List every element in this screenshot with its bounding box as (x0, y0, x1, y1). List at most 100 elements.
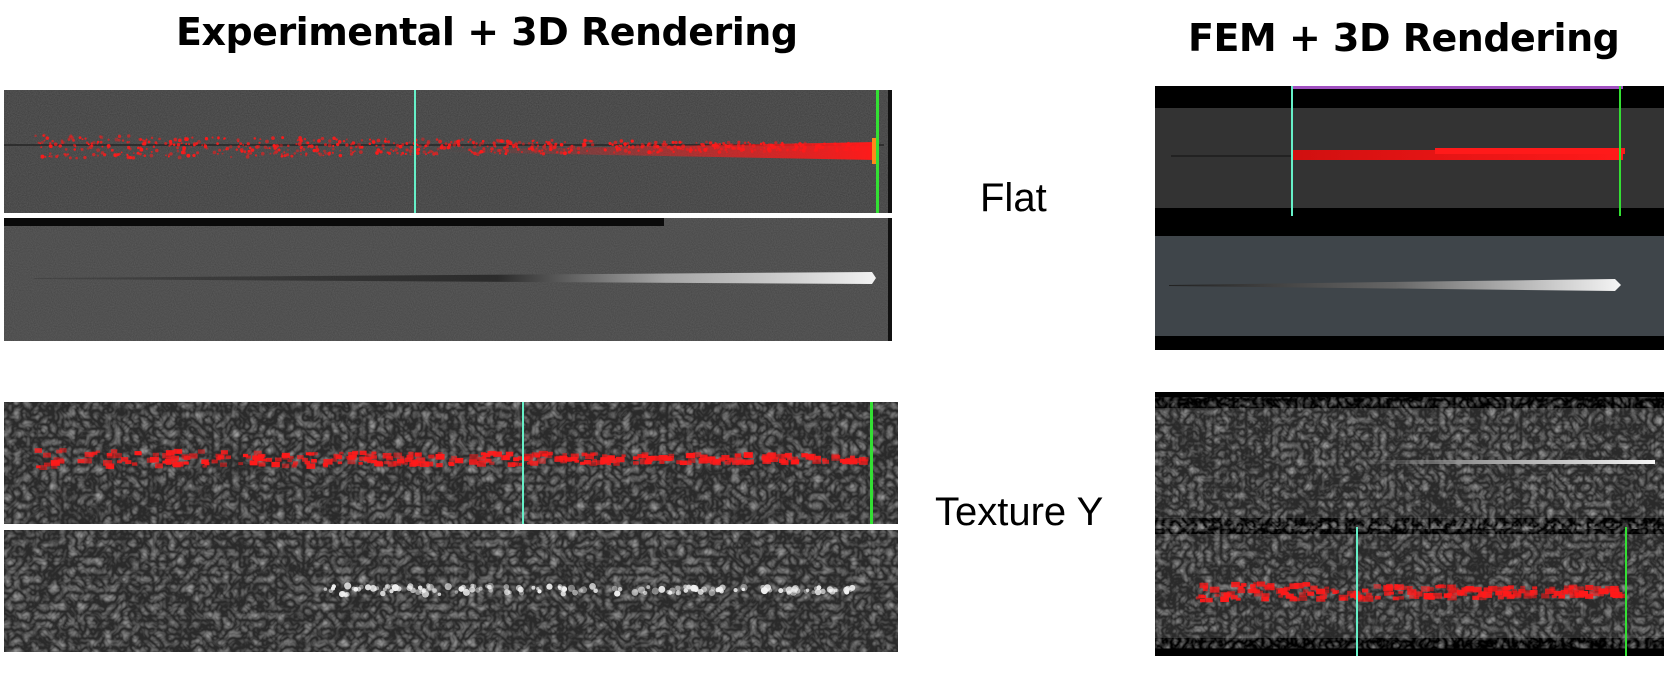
speckle (165, 154, 167, 157)
speckle (675, 585, 681, 591)
speckle (437, 452, 443, 456)
speckle (400, 153, 403, 156)
speckle (335, 138, 338, 141)
speckle (1231, 581, 1240, 588)
speckle (269, 152, 272, 155)
speckle (587, 139, 589, 142)
speckle (295, 142, 298, 146)
speckle (101, 145, 104, 148)
speckle (176, 142, 181, 147)
speckle (721, 455, 730, 461)
speckle (1426, 586, 1434, 592)
speckle (1392, 596, 1399, 601)
speckle (1401, 585, 1409, 590)
speckle (553, 145, 557, 149)
speckle (242, 144, 245, 146)
speckle (444, 583, 452, 591)
speckle (1289, 596, 1298, 602)
speckle (86, 147, 90, 150)
speckle (1395, 584, 1401, 588)
speckle (658, 585, 666, 593)
left-column-title: Experimental + 3D Rendering (176, 10, 798, 54)
speckle (338, 590, 346, 598)
speckle (515, 584, 523, 592)
speckle (408, 141, 411, 144)
speckle (401, 143, 405, 147)
speckle (524, 453, 534, 460)
speckle (714, 459, 721, 463)
speckle (678, 140, 682, 144)
speckle (332, 144, 335, 148)
speckle (626, 141, 630, 145)
speckle (265, 457, 273, 462)
speckle (371, 455, 377, 459)
speckle (416, 151, 420, 156)
speckle (277, 148, 281, 152)
speckle (1253, 590, 1264, 597)
speckle (778, 458, 786, 464)
speckle (581, 144, 585, 148)
speckle (90, 144, 94, 148)
speckle (527, 142, 531, 145)
speckle (554, 456, 564, 462)
speckle (34, 134, 37, 138)
speckle (376, 138, 381, 143)
speckle (1316, 588, 1326, 595)
speckle (330, 586, 336, 591)
speckle (67, 138, 71, 141)
speckle (1386, 583, 1393, 588)
speckle (1195, 596, 1201, 600)
speckle (438, 139, 443, 144)
speckle (202, 464, 208, 468)
speckle (574, 459, 580, 463)
speckle (1261, 596, 1269, 602)
speckle (1523, 593, 1532, 599)
speckle (288, 455, 294, 460)
speckle (120, 457, 129, 462)
speckle (43, 139, 46, 142)
speckle (619, 144, 623, 148)
speckle (1524, 590, 1535, 597)
speckle (389, 589, 394, 594)
speckle (323, 587, 328, 591)
speckle (110, 148, 114, 152)
speckle (275, 144, 279, 148)
speckle (218, 148, 222, 152)
speckle (427, 151, 430, 154)
speckle (92, 152, 96, 157)
speckle (245, 154, 250, 159)
speckle (1214, 593, 1220, 597)
speckle (371, 140, 376, 144)
speckle (90, 142, 93, 145)
fem-texture-image (1155, 392, 1664, 656)
speckle (1253, 582, 1259, 586)
speckle (250, 148, 255, 152)
speckle (505, 451, 514, 457)
speckle (559, 455, 567, 461)
speckle (613, 140, 618, 145)
speckle (781, 453, 789, 459)
speckle (1424, 595, 1432, 600)
speckle (1283, 586, 1291, 591)
speckle (427, 583, 434, 591)
speckle (560, 459, 568, 464)
speckle (271, 136, 275, 140)
speckle (545, 140, 548, 144)
speckle (308, 452, 315, 456)
speckle (390, 148, 393, 151)
speckle (107, 138, 110, 141)
speckle (235, 148, 239, 151)
speckle (1237, 588, 1246, 594)
speckle (727, 457, 733, 462)
speckle (190, 145, 193, 148)
speckle (381, 144, 385, 148)
speckle (323, 143, 327, 147)
speckle (323, 458, 333, 465)
speckle (50, 155, 53, 158)
speckle (120, 151, 123, 154)
speckle (805, 588, 810, 593)
speckle (814, 455, 821, 460)
speckle (485, 584, 489, 588)
experimental-texture-overlay-image (4, 402, 898, 524)
speckle (1354, 594, 1363, 600)
